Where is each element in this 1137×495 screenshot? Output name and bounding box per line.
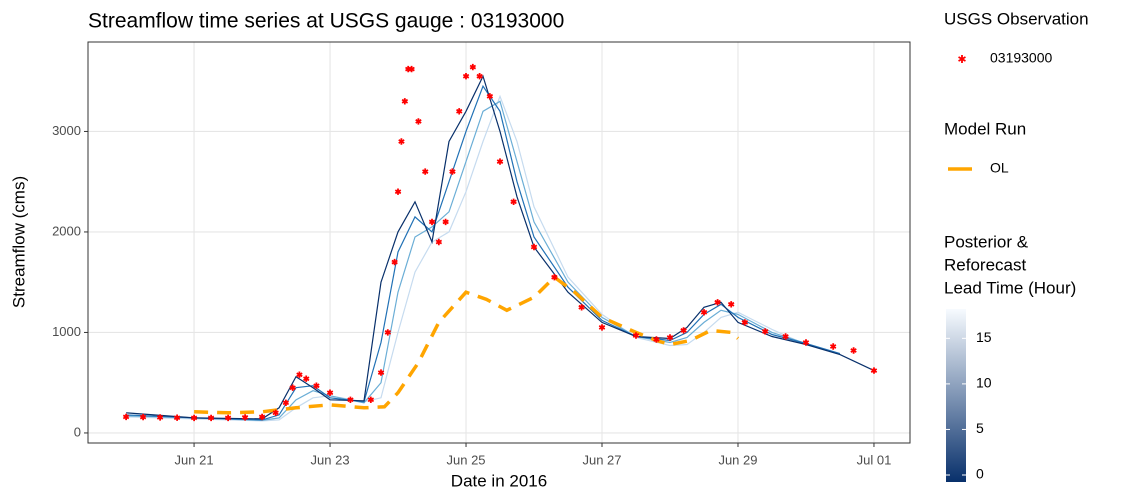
observation-point bbox=[272, 409, 279, 416]
observation-point bbox=[122, 413, 130, 421]
observation-point bbox=[486, 93, 494, 100]
open-loop-line bbox=[194, 274, 740, 415]
chart-title: Streamflow time series at USGS gauge : 0… bbox=[88, 10, 564, 33]
y-tick-label: 0 bbox=[74, 424, 81, 439]
legend-title: USGS Observation bbox=[944, 9, 1089, 28]
observation-point bbox=[727, 301, 735, 308]
observation-point bbox=[462, 73, 470, 80]
x-tick-label: Jul 01 bbox=[857, 452, 892, 467]
observation-point bbox=[289, 384, 296, 391]
panel-border bbox=[87, 41, 911, 444]
observation-point bbox=[241, 414, 249, 421]
observation-point bbox=[449, 168, 456, 175]
colorbar-title: Posterior & bbox=[944, 232, 1029, 251]
observation-point bbox=[741, 319, 749, 326]
observation-point bbox=[156, 414, 164, 421]
colorbar-label: 10 bbox=[976, 375, 992, 391]
observation-point bbox=[173, 414, 181, 421]
x-tick-label: Jun 27 bbox=[582, 452, 621, 467]
observation-point bbox=[428, 218, 436, 226]
observation-point bbox=[530, 243, 538, 251]
observation-point bbox=[714, 299, 721, 306]
observation-point bbox=[578, 304, 585, 311]
observation-point bbox=[326, 389, 334, 396]
legend-label: 03193000 bbox=[990, 50, 1053, 66]
observation-point bbox=[401, 98, 409, 105]
observation-point bbox=[870, 367, 878, 374]
observation-point bbox=[476, 73, 483, 80]
observation-point bbox=[456, 108, 463, 115]
observation-point bbox=[551, 274, 558, 281]
observation-point bbox=[139, 413, 147, 421]
observation-point bbox=[680, 327, 687, 334]
colorbar-title: Reforecast bbox=[944, 255, 1026, 274]
observation-point bbox=[422, 168, 429, 175]
model-run-line bbox=[126, 74, 875, 420]
observation-point bbox=[377, 369, 385, 376]
observation-point bbox=[653, 336, 660, 343]
observation-point bbox=[391, 258, 398, 266]
observation-point bbox=[415, 118, 422, 125]
observation-point bbox=[398, 138, 405, 145]
colorbar bbox=[946, 309, 966, 482]
model-run-line bbox=[126, 100, 807, 422]
observation-point bbox=[666, 334, 674, 341]
observation-point bbox=[408, 65, 415, 73]
observation-point bbox=[367, 396, 375, 403]
x-tick-label: Jun 25 bbox=[447, 452, 486, 467]
observation-point bbox=[313, 382, 320, 389]
observation-point bbox=[394, 188, 402, 195]
observation-point bbox=[347, 396, 354, 403]
x-axis-label: Date in 2016 bbox=[451, 471, 547, 490]
x-tick-label: Jun 21 bbox=[175, 452, 214, 467]
colorbar-title: Lead Time (Hour) bbox=[944, 278, 1076, 297]
observation-point bbox=[435, 238, 443, 246]
plot-area bbox=[122, 63, 878, 422]
observation-point bbox=[190, 414, 198, 422]
y-tick-label: 3000 bbox=[52, 123, 81, 138]
observation-point bbox=[282, 399, 290, 406]
observation-point bbox=[496, 158, 504, 165]
y-tick-label: 2000 bbox=[52, 223, 81, 238]
observation-point bbox=[258, 413, 266, 421]
x-tick-label: Jun 29 bbox=[718, 452, 757, 467]
observation-point bbox=[632, 332, 640, 339]
observation-point bbox=[850, 347, 857, 354]
observation-point bbox=[598, 324, 606, 331]
observation-point bbox=[469, 63, 477, 71]
y-axis-label: Streamflow (cms) bbox=[9, 176, 28, 308]
colorbar-label: 0 bbox=[976, 466, 984, 482]
observation-point bbox=[442, 218, 449, 226]
observation-point bbox=[384, 329, 392, 336]
observation-point bbox=[700, 309, 708, 316]
legend-key bbox=[958, 55, 966, 63]
colorbar-label: 15 bbox=[976, 329, 992, 345]
colorbar-label: 5 bbox=[976, 420, 984, 436]
observation-point bbox=[224, 414, 232, 422]
legend-title: Model Run bbox=[944, 119, 1026, 138]
observation-point bbox=[761, 328, 769, 335]
observation-point bbox=[782, 333, 789, 340]
x-tick-label: Jun 23 bbox=[311, 452, 350, 467]
observation-point bbox=[829, 343, 837, 350]
legend-label: OL bbox=[990, 160, 1009, 176]
observation-point bbox=[510, 198, 517, 205]
observation-point bbox=[802, 339, 810, 346]
observation-point bbox=[303, 375, 310, 382]
observation-point bbox=[296, 371, 303, 378]
y-tick-label: 1000 bbox=[52, 324, 81, 339]
model-run-line bbox=[126, 84, 841, 421]
observation-point bbox=[207, 414, 215, 422]
